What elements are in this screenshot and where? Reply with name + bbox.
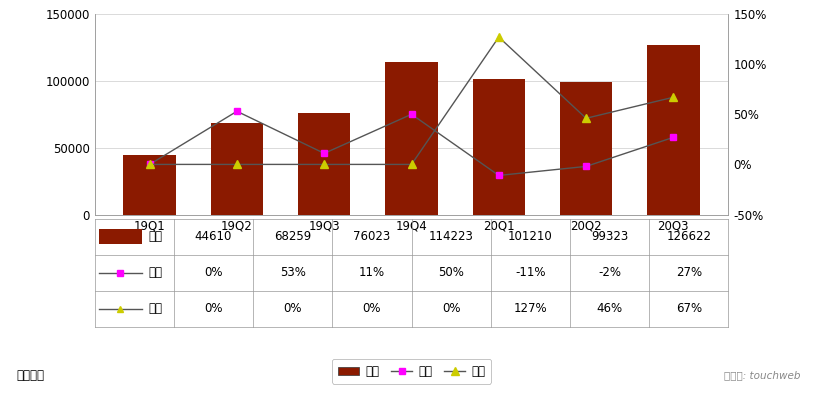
Bar (123, 155, 176, 215)
Text: 0%: 0% (442, 302, 460, 315)
Text: 53%: 53% (280, 266, 305, 279)
Bar (298, 113, 351, 215)
Text: -11%: -11% (515, 266, 546, 279)
Text: 101210: 101210 (508, 230, 553, 243)
Bar (472, 79, 525, 215)
Legend: 收入, 环比, 同比: 收入, 环比, 同比 (332, 359, 491, 384)
Text: （万元）: （万元） (16, 369, 44, 381)
Text: 76023: 76023 (353, 230, 391, 243)
Text: 11%: 11% (359, 266, 385, 279)
Text: 50%: 50% (438, 266, 464, 279)
Text: 0%: 0% (204, 302, 223, 315)
Bar (99, 229, 142, 244)
Bar (211, 123, 263, 215)
Text: 环比: 环比 (148, 266, 162, 279)
Text: 同比: 同比 (148, 302, 162, 315)
Text: 126622: 126622 (667, 230, 711, 243)
Text: 44610: 44610 (195, 230, 232, 243)
Text: 27%: 27% (676, 266, 702, 279)
Bar (560, 82, 612, 215)
Text: 0%: 0% (283, 302, 302, 315)
Text: 67%: 67% (676, 302, 702, 315)
Text: 127%: 127% (514, 302, 547, 315)
Text: 0%: 0% (204, 266, 223, 279)
Text: 微信号: touchweb: 微信号: touchweb (724, 370, 801, 380)
Text: 68259: 68259 (274, 230, 311, 243)
Bar (385, 62, 438, 215)
Text: 46%: 46% (597, 302, 622, 315)
Text: 114223: 114223 (429, 230, 473, 243)
Text: 收入: 收入 (148, 230, 162, 243)
Text: 0%: 0% (363, 302, 381, 315)
Text: -2%: -2% (598, 266, 621, 279)
Text: 99323: 99323 (591, 230, 628, 243)
Bar (647, 45, 700, 215)
